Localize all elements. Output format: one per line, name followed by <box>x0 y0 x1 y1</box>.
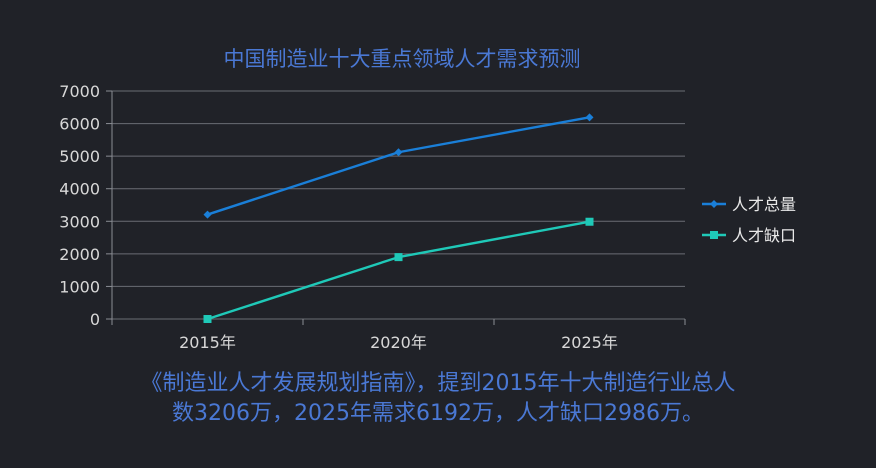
gridlines <box>112 90 685 320</box>
x-tick-label: 2015年 <box>179 333 236 352</box>
x-tick-label: 2025年 <box>561 333 618 352</box>
data-point <box>585 113 594 122</box>
series-line <box>207 220 590 321</box>
y-tick-label: 5000 <box>59 147 100 166</box>
series-line <box>207 116 590 216</box>
caption-line-2: 数3206万，2025年需求6192万，人才缺口2986万。 <box>172 401 704 426</box>
y-tick-label: 2000 <box>59 245 100 264</box>
axes: 7000 6000 5000 4000 3000 2000 1000 0 2015年 2020年 2… <box>59 82 686 352</box>
legend-item: 人才总量 <box>702 195 796 214</box>
legend-label: 人才缺口 <box>732 226 796 245</box>
series-2 <box>203 217 594 323</box>
series-1 <box>203 113 594 219</box>
series-layer <box>203 113 594 323</box>
legend-swatch-marker <box>710 231 718 239</box>
caption-line-1: 《制造业人才发展规划指南》，提到2015年十大制造行业总人 <box>140 371 736 396</box>
legend-item: 人才缺口 <box>702 226 796 245</box>
y-tick-label: 7000 <box>59 82 100 101</box>
legend-swatch-marker <box>710 200 718 208</box>
y-tick-label: 1000 <box>59 277 100 296</box>
data-point <box>394 148 403 157</box>
data-point <box>394 253 403 262</box>
data-point <box>203 315 212 323</box>
x-tick-label: 2020年 <box>370 333 427 352</box>
y-tick-label: 3000 <box>59 212 100 231</box>
data-point <box>203 210 212 219</box>
chart-title: 中国制造业十大重点领域人才需求预测 <box>224 47 581 71</box>
data-point <box>585 217 594 226</box>
legend-label: 人才总量 <box>732 195 796 214</box>
y-tick-label: 6000 <box>59 115 100 134</box>
y-tick-label: 0 <box>90 310 100 329</box>
y-tick-label: 4000 <box>59 180 100 199</box>
